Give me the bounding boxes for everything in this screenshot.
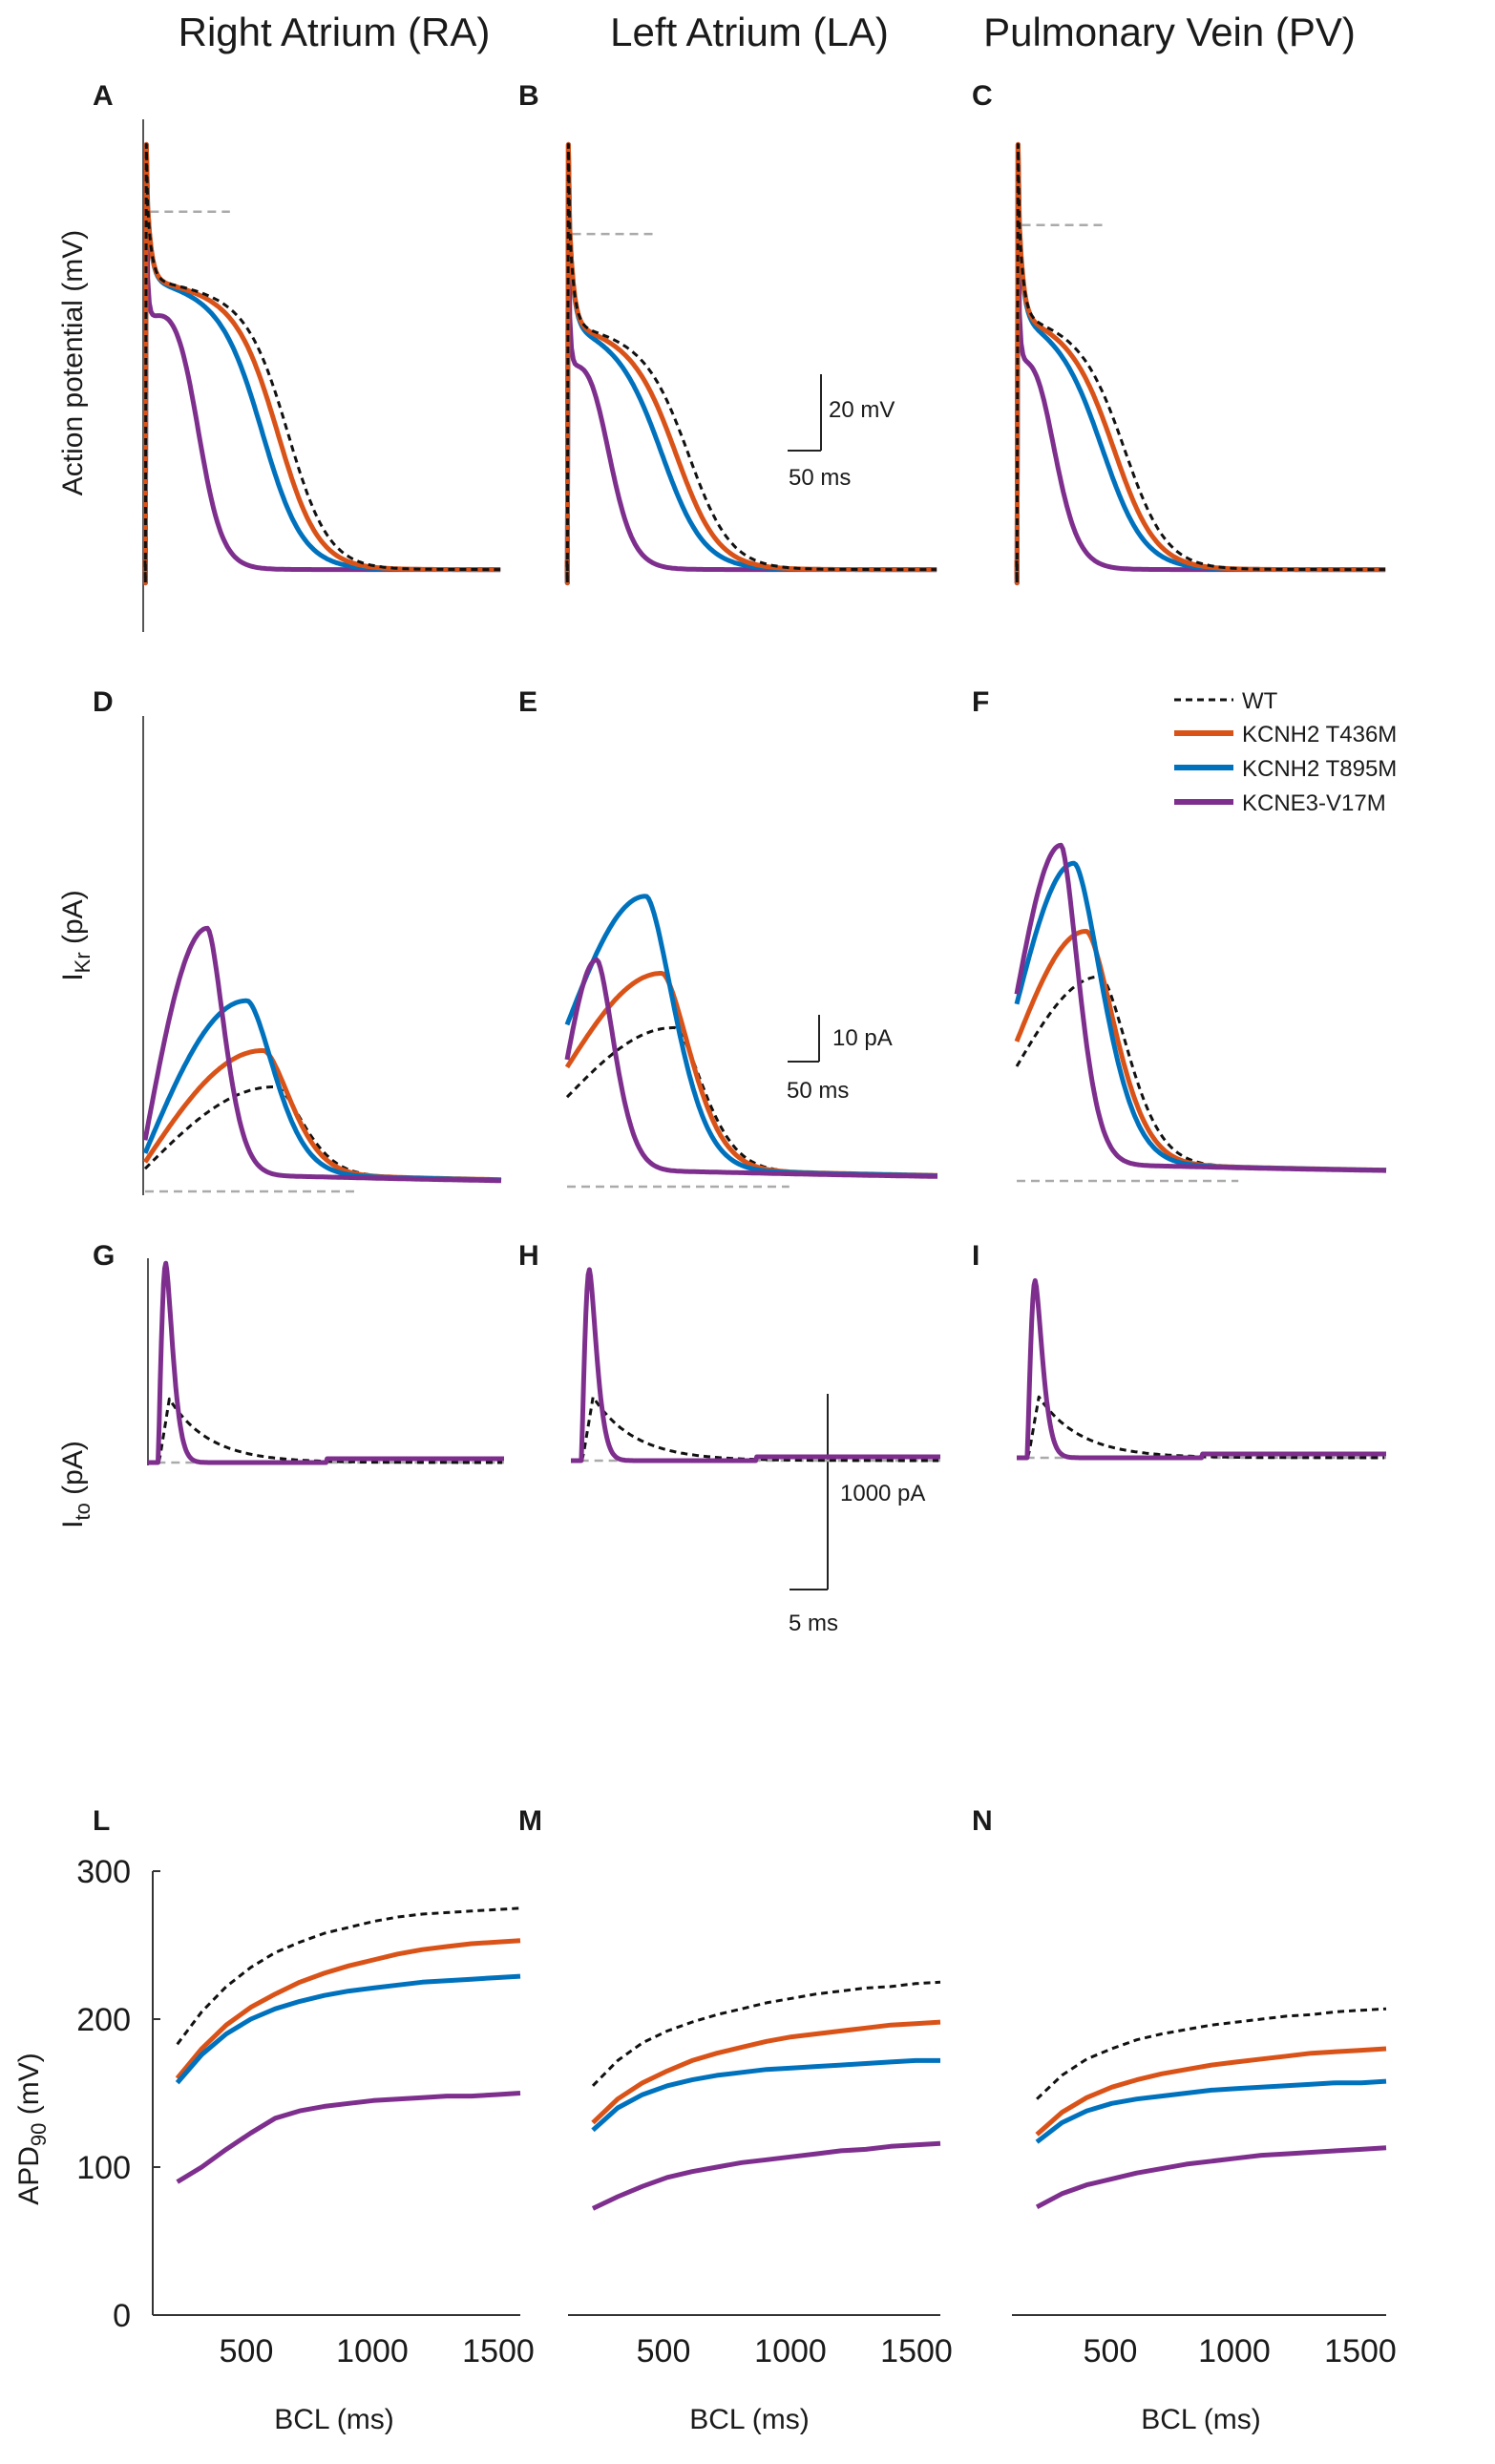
panel-label-i: I bbox=[972, 1240, 979, 1272]
ap-scale-bar: 20 mV 50 ms bbox=[788, 374, 895, 491]
panel-label-m: M bbox=[518, 1805, 542, 1837]
traces-layer bbox=[142, 141, 1388, 2211]
panel-label-f: F bbox=[972, 686, 989, 718]
ikr-trace-d-v17m bbox=[142, 925, 502, 1184]
ito-trace-h-v17m bbox=[569, 1267, 942, 1464]
ikr-trace-e-v17m bbox=[564, 957, 938, 1179]
column-title-la: Left Atrium (LA) bbox=[610, 10, 889, 54]
panel-label-g: G bbox=[93, 1240, 115, 1272]
xlabel-l: BCL (ms) bbox=[274, 2404, 394, 2435]
ito-scale-current: 1000 pA bbox=[840, 1481, 925, 1506]
ap-ylabel: Action potential (mV) bbox=[57, 230, 89, 495]
ito-trace-g-wt bbox=[148, 1397, 503, 1464]
legend-item-wt: WT bbox=[1174, 688, 1278, 714]
ikr-scale-current: 10 pA bbox=[832, 1025, 893, 1051]
ap-trace-c-wt bbox=[1015, 142, 1386, 585]
ikr-ylabel: IKr (pA) bbox=[57, 890, 95, 980]
apd-ylabel: APD90 (mV) bbox=[13, 2053, 51, 2205]
ikr-scale-time: 50 ms bbox=[787, 1078, 849, 1104]
xlabel-m: BCL (ms) bbox=[689, 2404, 810, 2435]
apd-axes-l bbox=[152, 1871, 520, 2316]
ikr-trace-d-wt bbox=[143, 1085, 502, 1181]
ito-scale-time: 5 ms bbox=[789, 1611, 838, 1636]
xtick-n-1500: 1500 bbox=[1324, 2333, 1397, 2369]
apd-line-l-t436m bbox=[175, 1938, 521, 2080]
apd-line-l-t895m bbox=[175, 1973, 521, 2085]
apd-line-m-v17m bbox=[591, 2140, 941, 2211]
panel-label-c: C bbox=[972, 80, 993, 112]
ap-scale-time: 50 ms bbox=[789, 465, 851, 491]
xtick-l-500: 500 bbox=[220, 2333, 274, 2369]
apd-yticks: 300 200 100 0 bbox=[76, 1854, 160, 2334]
apd-xticks-l: 500 1000 1500 BCL (ms) bbox=[220, 2333, 535, 2435]
xtick-l-1500: 1500 bbox=[462, 2333, 535, 2369]
ito-ylabel: Ito (pA) bbox=[57, 1441, 95, 1528]
xtick-m-1000: 1000 bbox=[754, 2333, 827, 2369]
apd-line-l-wt bbox=[176, 1906, 521, 2046]
legend-label-t436m: KCNH2 T436M bbox=[1242, 722, 1397, 748]
panel-label-l: L bbox=[93, 1805, 110, 1837]
legend-label-t895m: KCNH2 T895M bbox=[1242, 756, 1397, 782]
apd-line-m-t895m bbox=[591, 2057, 940, 2133]
column-title-ra: Right Atrium (RA) bbox=[179, 10, 491, 54]
panel-label-e: E bbox=[518, 686, 537, 718]
xtick-m-1500: 1500 bbox=[880, 2333, 953, 2369]
ap-trace-a-v17m bbox=[142, 141, 501, 586]
panel-label-a: A bbox=[93, 80, 114, 112]
ap-trace-a-t895m bbox=[142, 141, 501, 586]
ytick-0: 0 bbox=[113, 2298, 131, 2334]
xlabel-n: BCL (ms) bbox=[1141, 2404, 1261, 2435]
ito-trace-i-wt bbox=[1017, 1395, 1385, 1460]
panel-label-n: N bbox=[972, 1805, 993, 1837]
ikr-scale-bar: 10 pA 50 ms bbox=[787, 1015, 893, 1104]
panel-label-b: B bbox=[518, 80, 539, 112]
panel-label-h: H bbox=[518, 1240, 539, 1272]
ytick-200: 200 bbox=[76, 2002, 131, 2038]
column-title-pv: Pulmonary Vein (PV) bbox=[983, 10, 1356, 54]
legend-item-t436m: KCNH2 T436M bbox=[1174, 722, 1397, 748]
apd-line-n-wt bbox=[1036, 2007, 1387, 2100]
apd-line-n-t895m bbox=[1035, 2078, 1387, 2144]
ito-scale-bar: 1000 pA 5 ms bbox=[789, 1394, 925, 1636]
legend-label-v17m: KCNE3-V17M bbox=[1242, 790, 1386, 816]
apd-line-n-v17m bbox=[1035, 2145, 1387, 2210]
ap-scale-voltage: 20 mV bbox=[829, 397, 895, 423]
ikr-trace-f-t436m bbox=[1014, 929, 1387, 1173]
legend-label-wt: WT bbox=[1242, 688, 1278, 714]
apd-xticks-n: 500 1000 1500 BCL (ms) bbox=[1084, 2333, 1397, 2435]
legend-item-v17m: KCNE3-V17M bbox=[1174, 790, 1386, 816]
ikr-trace-f-v17m bbox=[1014, 842, 1387, 1173]
ikr-trace-d-t436m bbox=[142, 1048, 502, 1183]
legend: WT KCNH2 T436M KCNH2 T895M KCNE3-V17M bbox=[1174, 688, 1397, 816]
ytick-300: 300 bbox=[76, 1854, 131, 1890]
xtick-l-1000: 1000 bbox=[336, 2333, 409, 2369]
apd-line-m-wt bbox=[591, 1980, 941, 2087]
ikr-trace-e-t436m bbox=[564, 971, 938, 1178]
panel-label-d: D bbox=[93, 686, 114, 718]
ap-trace-b-wt bbox=[565, 142, 937, 585]
apd-line-m-t436m bbox=[591, 2019, 941, 2125]
ikr-trace-f-wt bbox=[1015, 975, 1386, 1171]
legend-item-t895m: KCNH2 T895M bbox=[1174, 756, 1397, 782]
ito-trace-i-v17m bbox=[1015, 1277, 1388, 1461]
xtick-n-1000: 1000 bbox=[1198, 2333, 1271, 2369]
ap-trace-a-t436m bbox=[142, 141, 501, 586]
xtick-m-500: 500 bbox=[637, 2333, 691, 2369]
ytick-100: 100 bbox=[76, 2150, 131, 2186]
apd-line-l-v17m bbox=[176, 2091, 521, 2184]
xtick-n-500: 500 bbox=[1084, 2333, 1138, 2369]
ito-trace-h-wt bbox=[571, 1395, 939, 1463]
ito-trace-g-v17m bbox=[146, 1260, 506, 1465]
ap-trace-a-wt bbox=[143, 142, 501, 585]
apd-xticks-m: 500 1000 1500 BCL (ms) bbox=[637, 2333, 953, 2435]
ap-trace-c-v17m bbox=[1014, 141, 1386, 586]
apd-line-n-t436m bbox=[1035, 2046, 1387, 2137]
